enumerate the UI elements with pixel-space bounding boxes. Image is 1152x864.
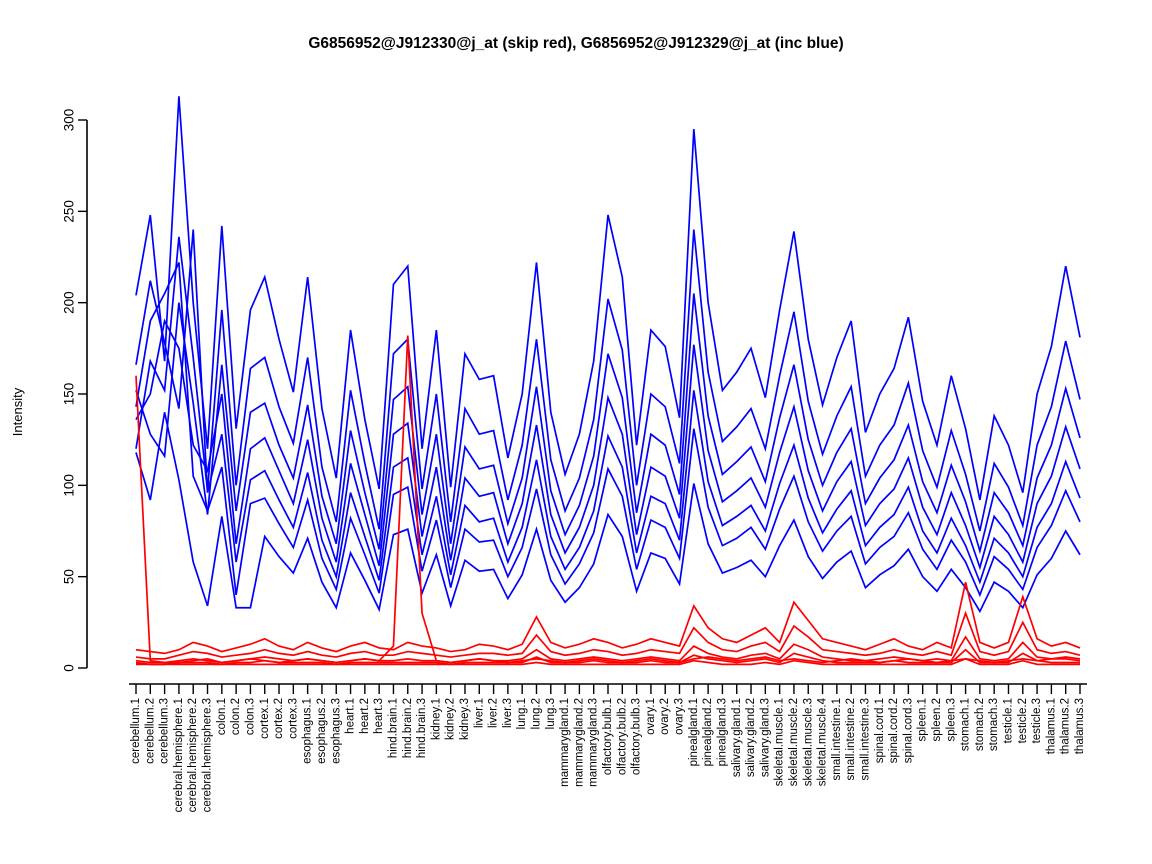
x-tick-label: kidney.3 — [459, 698, 471, 740]
x-tick-label: skeletal.muscle.4 — [817, 697, 829, 786]
x-tick-label: thalamus.1 — [1045, 698, 1057, 754]
x-tick-label: stomach.2 — [974, 698, 986, 751]
x-tick-label: spinal.cord.2 — [888, 698, 900, 763]
x-tick-label: testicle.2 — [1017, 698, 1029, 743]
x-tick-label: heart.1 — [345, 698, 357, 734]
x-tick-label: small.intestine.1 — [831, 698, 843, 780]
x-tick-label: kidney.1 — [430, 698, 442, 740]
x-tick-label: cerebellum.3 — [159, 698, 171, 764]
x-tick-label: cerebral.hemisphere.2 — [187, 698, 199, 812]
x-tick-label: thalamus.3 — [1074, 698, 1086, 754]
x-tick-label: skeletal.muscle.3 — [802, 698, 814, 786]
x-tick-label: pinealgland.1 — [688, 698, 700, 766]
x-tick-label: salivary.gland.3 — [759, 698, 771, 777]
x-tick-label: stomach.1 — [960, 698, 972, 751]
series-line-inc-blue-7 — [135, 412, 1081, 614]
x-tick-label: spinal.cord.3 — [902, 698, 914, 763]
y-tick-label: 150 — [62, 383, 77, 406]
series-line-inc-blue-3 — [135, 293, 1081, 555]
x-tick-label: cerebellum.1 — [130, 698, 142, 764]
x-tick-label: liver.2 — [488, 698, 500, 728]
x-tick-label: ovary.2 — [659, 698, 671, 735]
x-tick-label: hind.brain.3 — [416, 698, 428, 758]
x-tick-label: colon.1 — [216, 698, 228, 735]
x-tick-label: mammarygland.1 — [559, 698, 571, 787]
x-tick-label: lung.2 — [531, 698, 543, 729]
x-tick-label: testicle.1 — [1003, 698, 1015, 743]
x-tick-labels: cerebellum.1 cerebellum.2 cerebellum.3 cere… — [130, 697, 1086, 812]
x-tick-label: olfactory.bulb.1 — [602, 698, 614, 775]
x-tick-label: salivary.gland.2 — [745, 698, 757, 777]
x-tick-label: ovary.1 — [645, 698, 657, 735]
x-tick-label: olfactory.bulb.3 — [631, 698, 643, 775]
x-tick-label: small.intestine.3 — [859, 698, 871, 780]
x-tick-label: kidney.2 — [445, 698, 457, 740]
x-tick-label: ovary.3 — [674, 698, 686, 735]
y-tick-label: 0 — [62, 664, 77, 672]
x-tick-label: mammarygland.3 — [588, 698, 600, 787]
x-tick-label: esophagus.1 — [302, 698, 314, 764]
series-line-inc-blue-6 — [135, 262, 1081, 598]
x-tick-label: cortex.1 — [259, 698, 271, 739]
x-tick-label: olfactory.bulb.2 — [616, 698, 628, 775]
x-tick-label: spleen.3 — [945, 698, 957, 741]
x-tick-label: lung.1 — [516, 698, 528, 729]
x-tick-label: esophagus.2 — [316, 698, 328, 764]
x-tick-label: skeletal.muscle.2 — [788, 698, 800, 786]
x-tick-label: spleen.2 — [931, 698, 943, 741]
x-tick-label: esophagus.3 — [330, 698, 342, 764]
x-tick-label: spinal.cord.1 — [874, 698, 886, 763]
x-tick-label: cerebral.hemisphere.3 — [202, 698, 214, 812]
y-tick-label: 200 — [62, 291, 77, 314]
series-line-skip-red-4 — [135, 635, 1081, 664]
x-tick-label: spleen.1 — [917, 698, 929, 741]
chart-title: G6856952@J912330@j_at (skip red), G68569… — [308, 35, 843, 52]
x-tick-label: cortex.3 — [287, 698, 299, 739]
y-tick-label: 250 — [62, 200, 77, 223]
x-tick-label: hind.brain.1 — [387, 698, 399, 758]
series-line-inc-blue-1 — [135, 96, 1081, 501]
x-tick-label: salivary.gland.1 — [731, 698, 743, 777]
series-line-inc-blue-2 — [135, 229, 1081, 532]
y-axis-title: Intensity — [10, 387, 25, 436]
y-tick-label: 50 — [62, 569, 77, 584]
x-tick-label: colon.3 — [244, 698, 256, 735]
series-line-skip-red-5 — [135, 648, 1080, 666]
x-tick-label: liver.3 — [502, 698, 514, 728]
x-tick-label: liver.1 — [473, 698, 485, 728]
x-tick-label: mammarygland.2 — [573, 698, 585, 787]
x-tick-label: skeletal.muscle.1 — [774, 698, 786, 786]
x-axis — [129, 683, 1087, 694]
x-tick-label: cerebral.hemisphere.1 — [173, 698, 185, 812]
x-tick-label: pinealgland.3 — [716, 698, 728, 766]
y-tick-label: 300 — [62, 109, 77, 132]
x-tick-label: cortex.2 — [273, 698, 285, 739]
y-tick-label: 100 — [62, 474, 77, 497]
x-tick-label: heart.2 — [359, 698, 371, 734]
series-line-skip-red-3 — [135, 610, 1081, 660]
x-tick-label: pinealgland.2 — [702, 698, 714, 766]
x-tick-label: lung.3 — [545, 698, 557, 729]
data-series-group — [135, 96, 1081, 666]
x-tick-label: testicle.3 — [1031, 698, 1043, 743]
x-tick-label: colon.2 — [230, 698, 242, 735]
x-tick-label: cerebellum.2 — [144, 698, 156, 764]
series-line-inc-blue-4 — [135, 318, 1081, 571]
series-line-skip-red-6 — [136, 657, 1080, 666]
x-tick-label: stomach.3 — [988, 698, 1000, 751]
x-tick-label: hind.brain.2 — [402, 698, 414, 758]
x-tick-label: thalamus.2 — [1060, 698, 1072, 754]
x-tick-label: small.intestine.2 — [845, 698, 857, 780]
series-line-skip-red-2 — [135, 581, 1081, 655]
series-line-inc-blue-5 — [135, 229, 1081, 585]
x-tick-label: heart.3 — [373, 698, 385, 734]
y-axis: 0 50 100 150 200 250 300 — [62, 109, 88, 672]
